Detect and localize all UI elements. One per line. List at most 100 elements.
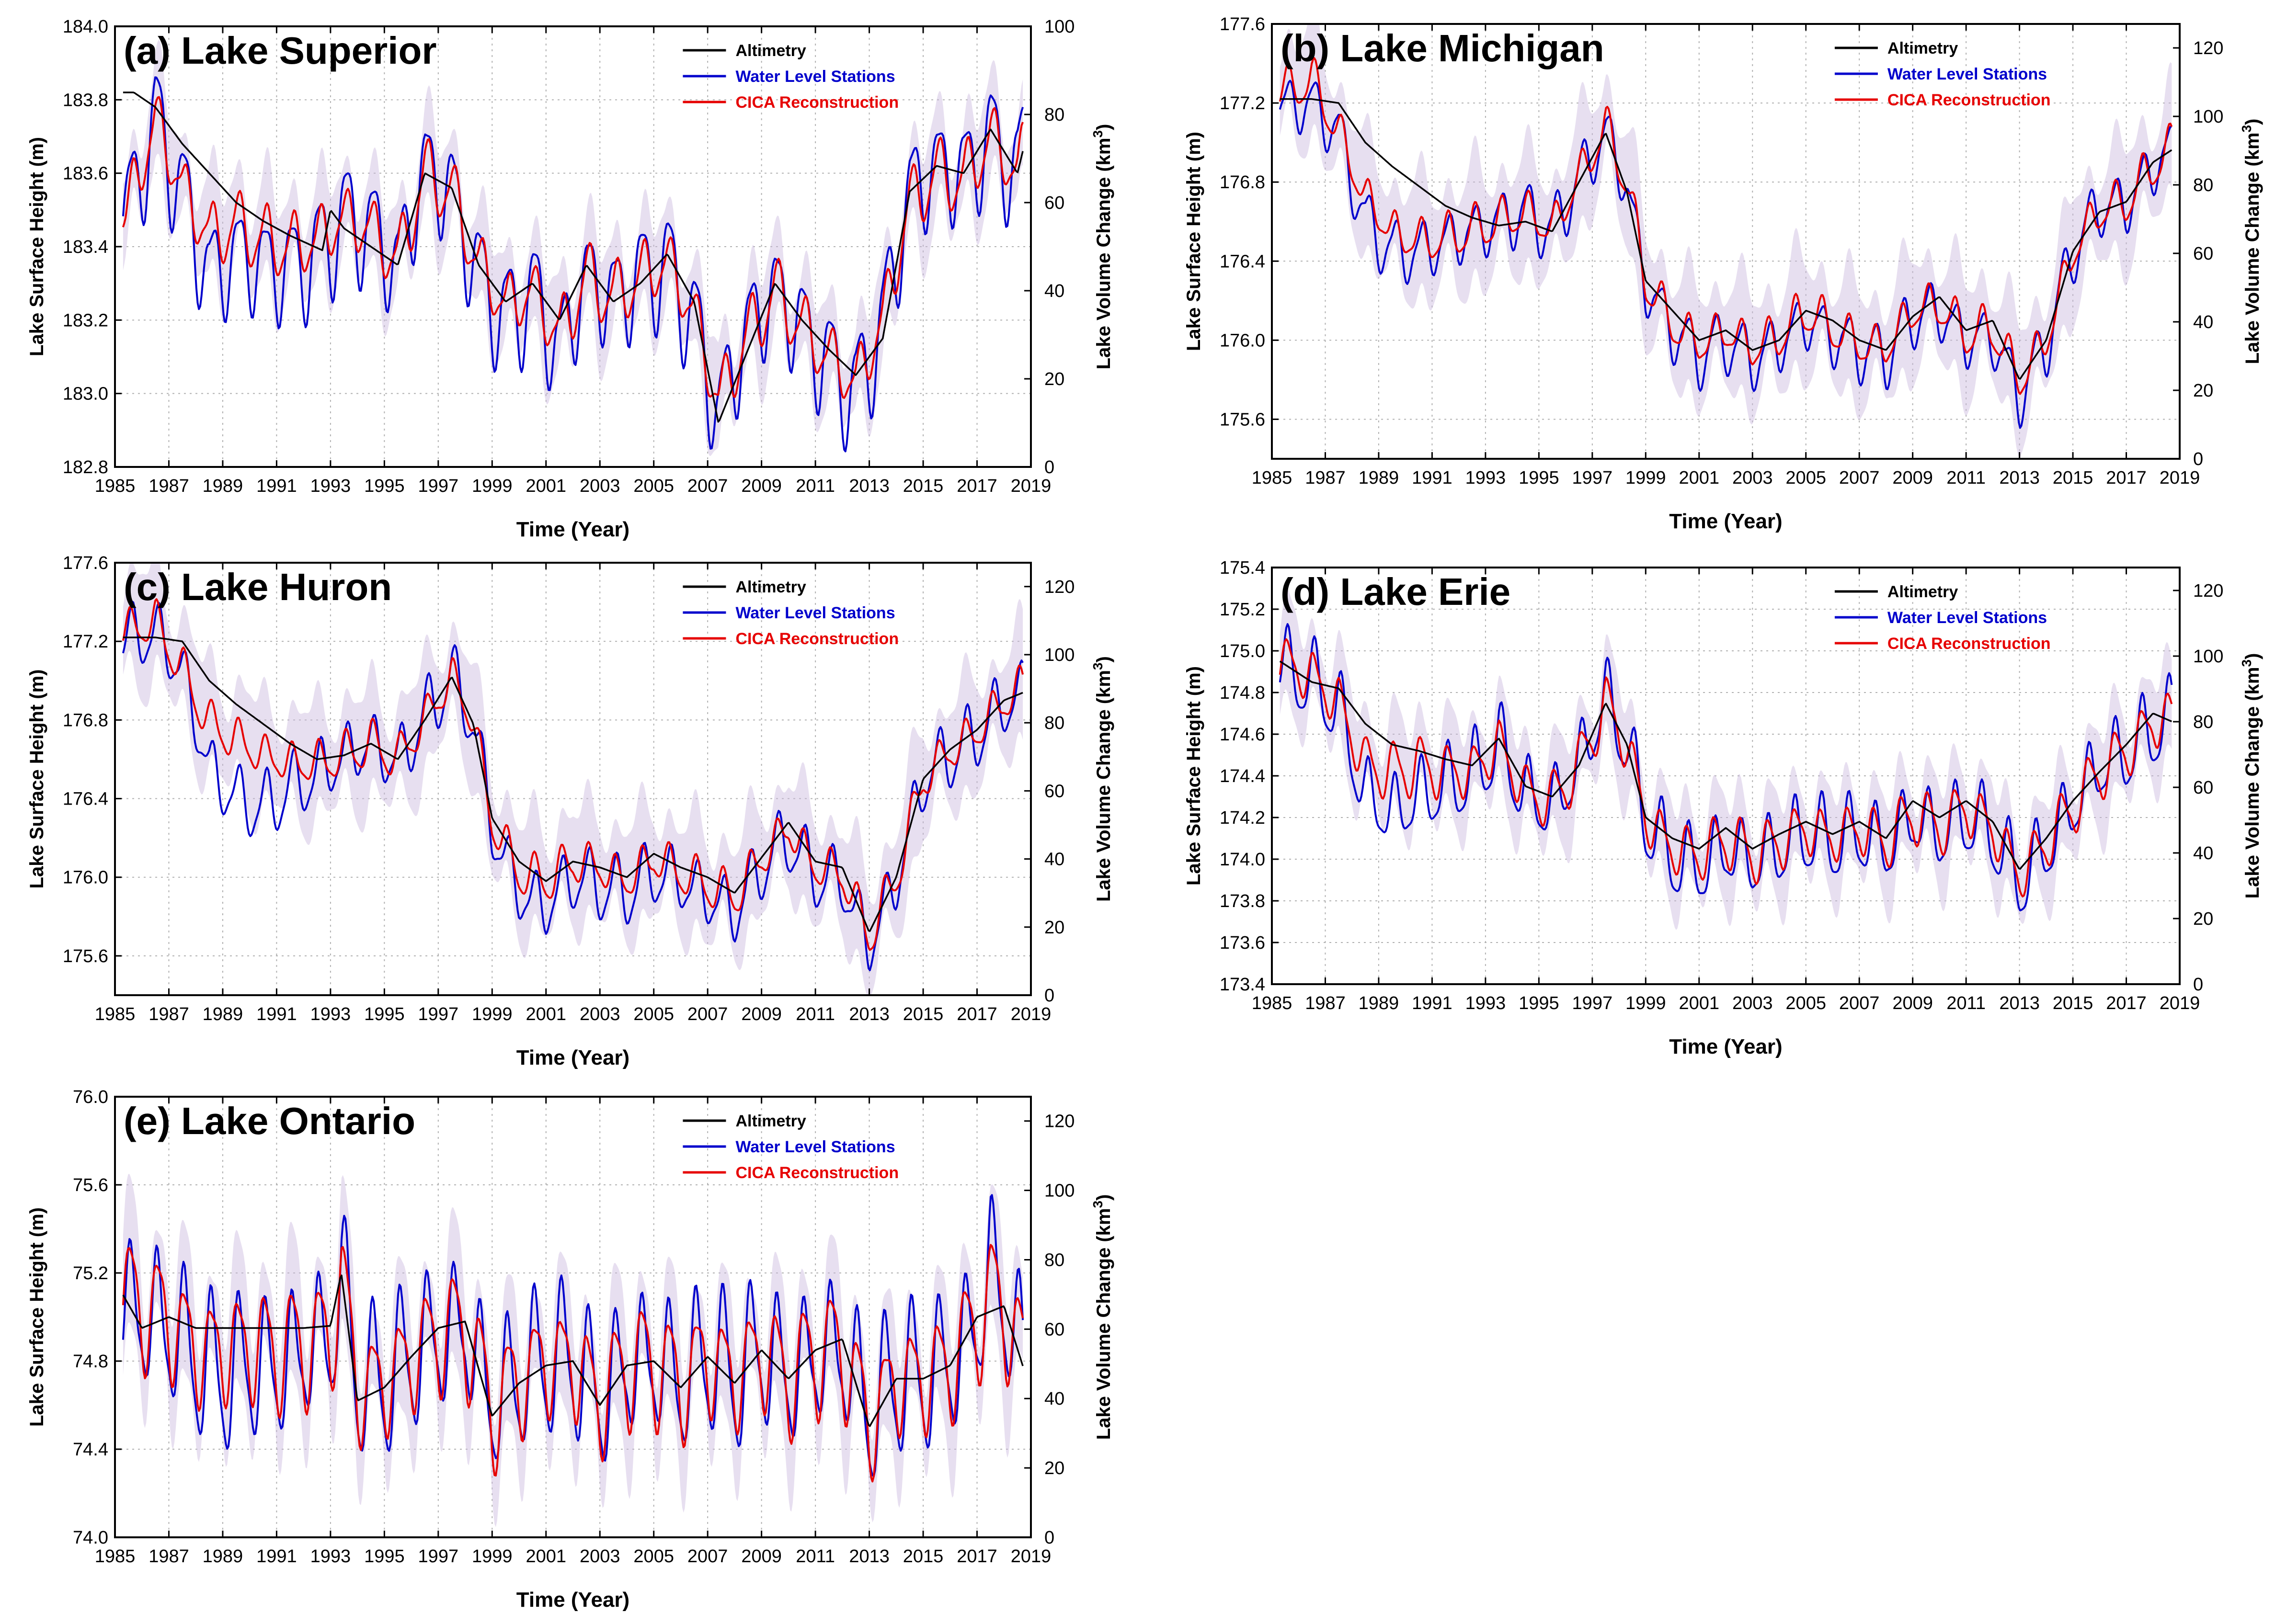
x-tick-label: 2015 — [2053, 993, 2093, 1013]
y2-tick-label: 80 — [1044, 713, 1064, 733]
plot-area — [1279, 589, 2173, 930]
panel-title: (a) Lake Superior — [124, 29, 437, 72]
y2-tick-label: 60 — [1044, 781, 1064, 801]
y2-axis-title: Lake Volume Change (km3) — [2239, 119, 2263, 364]
x-tick-label: 2003 — [1732, 993, 1773, 1013]
y2-axis-title-end: ) — [1093, 1194, 1114, 1201]
y2-axis-title-main: Lake Volume Change (km — [1093, 670, 1114, 902]
y2-axis-title-main: Lake Volume Change (km — [2242, 133, 2263, 364]
y2-axis-title: Lake Volume Change (km3) — [2239, 653, 2263, 899]
x-tick-label: 2009 — [1892, 468, 1933, 488]
legend-label: Water Level Stations — [1887, 65, 2047, 83]
y2-tick-label: 0 — [2193, 449, 2203, 469]
legend-label: Altimetry — [1887, 583, 1958, 601]
x-tick-label: 1991 — [256, 1546, 297, 1567]
y2-tick-label: 0 — [1044, 986, 1054, 1006]
y-tick-label: 173.4 — [1220, 975, 1265, 995]
x-tick-label: 2005 — [633, 1004, 674, 1024]
panel-title: (e) Lake Ontario — [124, 1100, 415, 1142]
x-tick-label: 2011 — [796, 1546, 835, 1567]
uncertainty-band — [123, 39, 1023, 456]
y-tick-label: 182.8 — [63, 457, 108, 477]
x-tick-label: 2011 — [1946, 993, 1986, 1013]
x-tick-label: 2019 — [2160, 468, 2200, 488]
legend-label: CICA Reconstruction — [735, 1164, 899, 1182]
y2-tick-label: 0 — [2193, 975, 2203, 995]
x-tick-label: 2007 — [687, 1004, 728, 1024]
x-tick-label: 2003 — [580, 476, 620, 496]
y-tick-label: 175.6 — [1220, 409, 1265, 430]
panel-title: (c) Lake Huron — [124, 566, 392, 608]
legend-label: CICA Reconstruction — [735, 93, 899, 112]
y2-axis-title-end: ) — [2242, 653, 2263, 659]
x-tick-label: 2003 — [580, 1546, 620, 1567]
y2-tick-label: 40 — [1044, 1389, 1064, 1409]
y2-tick-label: 60 — [1044, 193, 1064, 213]
legend-label: Altimetry — [1887, 39, 1958, 57]
legend-label: Altimetry — [735, 42, 806, 60]
x-tick-label: 2011 — [796, 1004, 835, 1024]
y2-tick-label: 20 — [2193, 381, 2213, 401]
x-tick-label: 1989 — [203, 1004, 243, 1024]
panel-title: (b) Lake Michigan — [1281, 27, 1604, 69]
plot-area — [122, 39, 1024, 456]
y2-tick-label: 20 — [1044, 918, 1064, 938]
x-tick-label: 2015 — [903, 476, 944, 496]
y-tick-label: 174.6 — [1220, 725, 1265, 745]
y2-axis-title-superscript: 3 — [2239, 659, 2254, 667]
altimetry-line — [1279, 660, 2172, 870]
y-tick-label: 174.2 — [1220, 808, 1265, 828]
legend-label: Water Level Stations — [1887, 609, 2047, 627]
y2-axis-title: Lake Volume Change (km3) — [1090, 656, 1114, 902]
y-tick-label: 177.6 — [1220, 14, 1265, 34]
x-tick-label: 2007 — [687, 476, 728, 496]
x-axis-title: Time (Year) — [516, 518, 629, 541]
x-tick-label: 1993 — [310, 476, 351, 496]
x-tick-label: 2015 — [2053, 468, 2093, 488]
legend-label: Water Level Stations — [735, 1138, 895, 1156]
water-level-stations-line — [1279, 623, 2173, 911]
y2-axis-title-end: ) — [1093, 656, 1114, 662]
y2-tick-label: 40 — [2193, 312, 2213, 332]
plot-frame — [114, 1096, 1032, 1538]
y-tick-label: 75.6 — [73, 1175, 108, 1195]
x-tick-label: 2017 — [957, 476, 997, 496]
y2-tick-label: 80 — [1044, 1250, 1064, 1270]
y2-axis-title-superscript: 3 — [1090, 1201, 1105, 1208]
x-tick-label: 1989 — [1359, 993, 1399, 1013]
y-tick-label: 176.4 — [63, 789, 108, 809]
y-axis-title: Lake Surface Height (m) — [26, 670, 47, 889]
y2-tick-label: 0 — [1044, 1528, 1054, 1548]
y2-tick-label: 60 — [2193, 778, 2213, 798]
y2-tick-label: 120 — [1044, 577, 1075, 597]
y2-tick-label: 40 — [1044, 850, 1064, 870]
legend-label: Water Level Stations — [735, 604, 895, 622]
x-tick-label: 1999 — [472, 476, 513, 496]
x-tick-label: 1985 — [95, 476, 136, 496]
y-tick-label: 176.8 — [63, 710, 108, 730]
x-tick-label: 2005 — [1785, 468, 1826, 488]
x-tick-label: 2015 — [903, 1546, 944, 1567]
x-tick-label: 2003 — [1732, 468, 1773, 488]
altimetry-line — [122, 1274, 1024, 1427]
plot-area — [122, 563, 1024, 995]
x-tick-label: 1991 — [256, 476, 297, 496]
y2-tick-label: 60 — [2193, 244, 2213, 264]
altimetry-line — [123, 636, 1023, 932]
grid-lines — [1272, 24, 2180, 459]
y-tick-label: 74.0 — [73, 1528, 108, 1548]
x-tick-label: 1999 — [472, 1004, 513, 1024]
x-tick-label: 2001 — [1679, 468, 1719, 488]
y2-tick-label: 40 — [2193, 843, 2213, 863]
y2-tick-label: 60 — [1044, 1319, 1064, 1340]
x-tick-label: 1997 — [1572, 993, 1613, 1013]
y-tick-label: 177.2 — [63, 632, 108, 652]
uncertainty-band — [1280, 24, 2172, 458]
x-tick-label: 1985 — [95, 1004, 136, 1024]
y-tick-label: 173.6 — [1220, 933, 1265, 953]
x-tick-label: 2005 — [633, 476, 674, 496]
panel-a-lake-superior: 1985 1987 1989 1991 1993 1995 1997 1999 2001 2003… — [26, 17, 1114, 541]
x-tick-label: 2001 — [526, 1004, 566, 1024]
x-tick-label: 2017 — [2106, 468, 2147, 488]
x-tick-label: 2009 — [741, 476, 782, 496]
